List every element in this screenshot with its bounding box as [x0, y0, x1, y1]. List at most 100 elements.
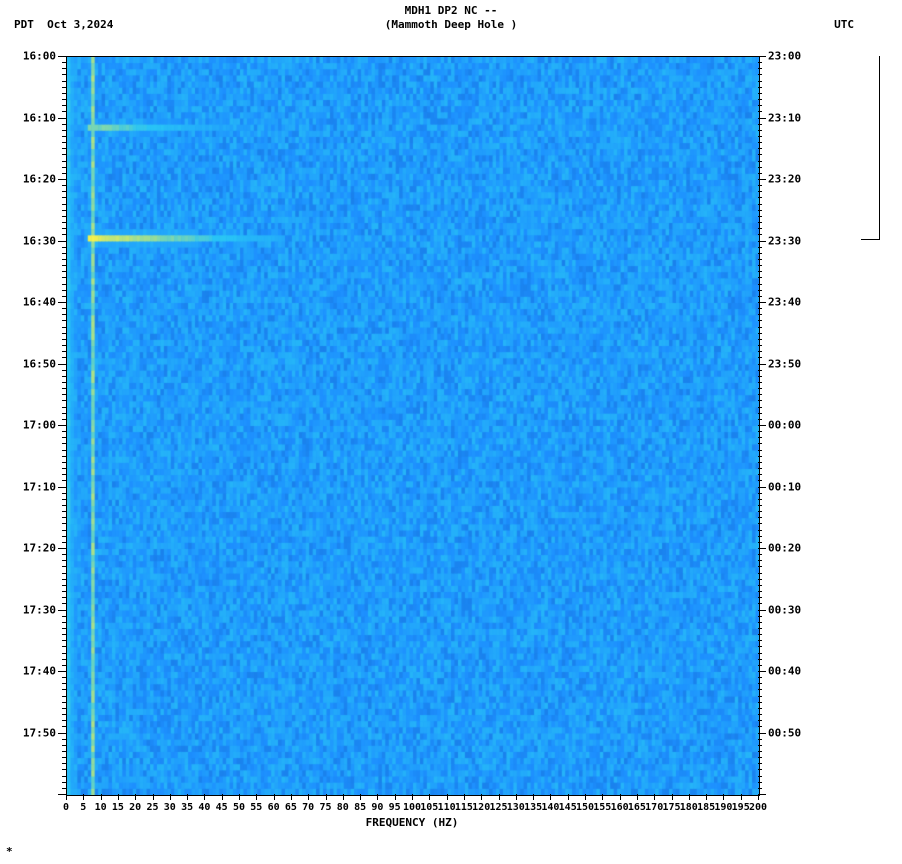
y-tick-left — [62, 634, 66, 635]
y-tick-right — [758, 474, 762, 475]
y-tick-left — [62, 308, 66, 309]
y-tick-left — [58, 794, 66, 795]
y-tick-left — [62, 468, 66, 469]
y-tick-right — [758, 493, 762, 494]
x-label: 150 — [576, 802, 594, 813]
x-label: 185 — [697, 802, 715, 813]
y-tick-left — [62, 659, 66, 660]
y-tick-right — [758, 345, 762, 346]
y-tick-right — [758, 118, 766, 119]
y-tick-left — [62, 400, 66, 401]
y-tick-right — [758, 68, 762, 69]
y-tick-left — [62, 130, 66, 131]
y-tick-left — [58, 733, 66, 734]
x-label: 15 — [112, 802, 124, 813]
y-tick-left — [62, 665, 66, 666]
x-label: 50 — [233, 802, 245, 813]
x-label: 110 — [438, 802, 456, 813]
y-tick-right — [758, 548, 766, 549]
y-label-left: 17:50 — [23, 726, 56, 739]
y-tick-right — [758, 597, 762, 598]
y-tick-left — [62, 437, 66, 438]
y-tick-right — [758, 480, 762, 481]
x-label: 175 — [662, 802, 680, 813]
y-tick-right — [758, 769, 762, 770]
y-tick-left — [58, 671, 66, 672]
y-tick-right — [758, 161, 762, 162]
y-tick-left — [62, 376, 66, 377]
y-tick-right — [758, 364, 766, 365]
x-label: 95 — [389, 802, 401, 813]
x-tick — [516, 794, 517, 800]
x-label: 100 — [403, 802, 421, 813]
x-label: 0 — [63, 802, 69, 813]
x-label: 65 — [285, 802, 297, 813]
y-tick-left — [62, 290, 66, 291]
x-tick — [343, 794, 344, 800]
y-tick-right — [758, 456, 762, 457]
right-scale-tick — [861, 239, 879, 240]
y-tick-right — [758, 634, 762, 635]
y-tick-left — [62, 234, 66, 235]
y-tick-left — [62, 68, 66, 69]
y-tick-right — [758, 241, 766, 242]
y-tick-left — [62, 222, 66, 223]
y-tick-right — [758, 579, 762, 580]
y-tick-right — [758, 320, 762, 321]
x-label: 145 — [559, 802, 577, 813]
y-tick-right — [758, 542, 762, 543]
y-tick-left — [62, 314, 66, 315]
x-label: 170 — [645, 802, 663, 813]
y-tick-left — [58, 241, 66, 242]
x-label: 115 — [455, 802, 473, 813]
y-tick-left — [62, 271, 66, 272]
y-tick-left — [62, 493, 66, 494]
x-tick — [412, 794, 413, 800]
y-tick-right — [758, 560, 762, 561]
x-tick — [377, 794, 378, 800]
y-tick-right — [758, 720, 762, 721]
y-tick-left — [62, 573, 66, 574]
y-tick-right — [758, 499, 762, 500]
y-tick-right — [758, 308, 762, 309]
y-tick-left — [62, 597, 66, 598]
y-tick-right — [758, 573, 762, 574]
y-tick-right — [758, 536, 762, 537]
x-tick — [533, 794, 534, 800]
y-tick-right — [758, 776, 762, 777]
y-tick-left — [62, 259, 66, 260]
y-tick-right — [758, 277, 762, 278]
x-tick — [274, 794, 275, 800]
y-tick-right — [758, 437, 762, 438]
x-tick — [550, 794, 551, 800]
x-tick — [308, 794, 309, 800]
utc-tz: UTC — [834, 18, 854, 31]
y-tick-right — [758, 136, 762, 137]
y-label-right: 00:30 — [768, 603, 801, 616]
y-tick-right — [758, 253, 762, 254]
y-tick-right — [758, 733, 766, 734]
y-tick-right — [758, 603, 762, 604]
y-tick-right — [758, 487, 766, 488]
y-label-right: 00:20 — [768, 542, 801, 555]
x-tick — [360, 794, 361, 800]
y-tick-left — [62, 370, 66, 371]
y-tick-left — [62, 191, 66, 192]
y-tick-left — [62, 105, 66, 106]
y-tick-right — [758, 302, 766, 303]
y-tick-left — [62, 320, 66, 321]
y-tick-right — [758, 757, 762, 758]
y-label-right: 23:00 — [768, 50, 801, 63]
y-tick-left — [62, 622, 66, 623]
x-label: 125 — [489, 802, 507, 813]
x-label: 195 — [732, 802, 750, 813]
y-tick-right — [758, 265, 762, 266]
x-tick — [464, 794, 465, 800]
y-tick-left — [62, 523, 66, 524]
y-label-left: 17:40 — [23, 665, 56, 678]
y-tick-left — [62, 210, 66, 211]
x-tick — [187, 794, 188, 800]
y-tick-left — [62, 739, 66, 740]
x-tick — [429, 794, 430, 800]
y-tick-right — [758, 296, 762, 297]
